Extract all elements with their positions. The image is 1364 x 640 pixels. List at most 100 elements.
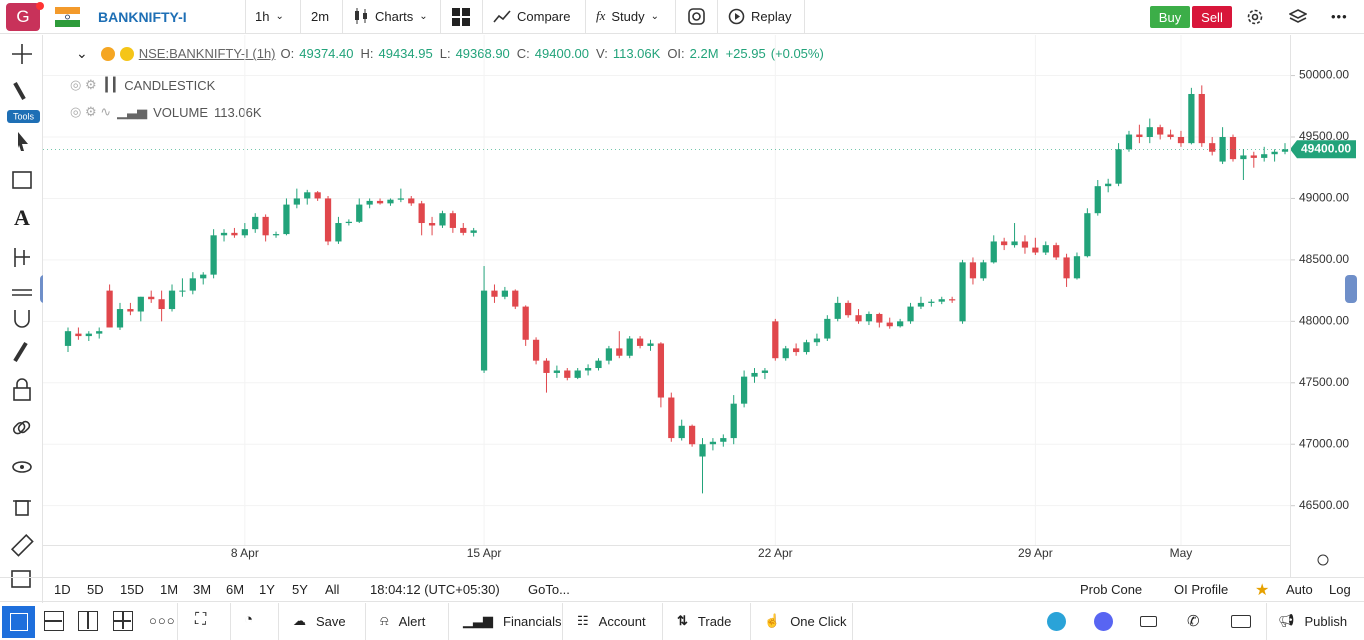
study1: CANDLESTICK bbox=[124, 77, 216, 93]
interval2[interactable]: 2m bbox=[311, 9, 330, 24]
candle-body bbox=[740, 376, 748, 404]
settings-icon[interactable] bbox=[1246, 8, 1264, 26]
eye-icon[interactable]: ◎ ⚙ ∿ bbox=[70, 104, 112, 119]
range-button[interactable]: 5Y bbox=[292, 582, 308, 597]
screenshot-tool[interactable] bbox=[11, 570, 31, 588]
sell-button[interactable]: Sell bbox=[1192, 6, 1232, 28]
range-button[interactable]: 6M bbox=[226, 582, 245, 597]
range-button[interactable]: 3M bbox=[193, 582, 212, 597]
range-button[interactable]: 1M bbox=[160, 582, 179, 597]
alert-button[interactable]: ⍾ Alert bbox=[380, 613, 425, 629]
separator bbox=[585, 0, 586, 34]
measure-tool[interactable] bbox=[12, 289, 32, 296]
star[interactable]: ★ bbox=[1255, 582, 1270, 599]
candle-body bbox=[1021, 241, 1029, 248]
telegram-icon[interactable] bbox=[1047, 612, 1066, 631]
more[interactable]: ○○○ bbox=[149, 613, 176, 628]
ruler-tool[interactable] bbox=[10, 533, 34, 557]
candle-body bbox=[553, 370, 561, 373]
layout-grid[interactable] bbox=[113, 611, 133, 631]
oi-profile[interactable]: OI Profile bbox=[1174, 582, 1229, 597]
avatar[interactable]: G bbox=[6, 3, 40, 31]
visibility-tool[interactable] bbox=[12, 461, 32, 473]
log[interactable]: Log bbox=[1329, 582, 1351, 597]
range-button[interactable]: 5D bbox=[87, 582, 104, 597]
right-collapse-handle[interactable] bbox=[1345, 275, 1357, 303]
account-button[interactable]: ☷ Account bbox=[577, 613, 646, 629]
separator bbox=[717, 0, 718, 34]
candle-body bbox=[158, 299, 165, 310]
rectangle-tool[interactable] bbox=[12, 171, 32, 189]
discord-icon[interactable] bbox=[1094, 612, 1113, 631]
more-icon[interactable]: ••• bbox=[1331, 9, 1348, 24]
change-pct: (+0.05%) bbox=[770, 46, 824, 61]
one-click-button[interactable]: ☝ One Click bbox=[764, 613, 847, 629]
goto[interactable]: GoTo... bbox=[528, 582, 570, 597]
alert-text: Alert bbox=[398, 613, 426, 629]
candle-body bbox=[1229, 137, 1237, 160]
pen-tool[interactable] bbox=[13, 82, 26, 100]
candle-body bbox=[408, 198, 415, 204]
replay-button[interactable]: Replay bbox=[728, 8, 791, 25]
range-bar: 1D 5D 15D 1M 3M 6M 1Y 5Y All 18:04:12 (UTC+05:30… bbox=[0, 577, 1364, 602]
charts-button[interactable]: Charts ⌄ bbox=[353, 7, 428, 25]
prob-cone[interactable]: Prob Cone bbox=[1080, 582, 1143, 597]
layout-single[interactable] bbox=[2, 606, 35, 638]
range-button[interactable]: All bbox=[325, 582, 340, 597]
trade-button[interactable]: ⇅ Trade bbox=[677, 613, 731, 629]
theme[interactable]: ◔ bbox=[244, 611, 254, 628]
fullscreen[interactable]: ⛶ bbox=[195, 611, 207, 628]
buy-button[interactable]: Buy bbox=[1150, 6, 1190, 28]
y-tick-label: 47000.00 bbox=[1299, 436, 1349, 450]
keyboard-icon[interactable] bbox=[1140, 616, 1157, 627]
candle-body bbox=[85, 333, 92, 337]
candle-body bbox=[512, 290, 519, 307]
candle-body bbox=[1053, 245, 1060, 258]
separator bbox=[342, 0, 343, 34]
publish-text: Publish bbox=[1304, 613, 1348, 629]
range-button[interactable]: 15D bbox=[120, 582, 144, 597]
range-button[interactable]: 1Y bbox=[259, 582, 275, 597]
cursor-tool[interactable] bbox=[18, 132, 28, 151]
collapse-chevron[interactable]: ⌄ bbox=[76, 45, 88, 61]
lock-draw-tool[interactable] bbox=[13, 341, 28, 363]
notification-dot bbox=[36, 2, 44, 10]
candle-body bbox=[262, 216, 269, 236]
candle-icon bbox=[355, 8, 367, 24]
magnet-tool[interactable] bbox=[14, 310, 30, 328]
divider bbox=[45, 620, 62, 622]
idea-icon[interactable]: ✆ bbox=[1187, 613, 1200, 630]
symbol[interactable]: BANKNIFTY-I bbox=[98, 9, 187, 25]
instagram-icon[interactable] bbox=[688, 8, 705, 25]
separator bbox=[278, 603, 279, 640]
eye-icon[interactable]: ◎ ⚙ bbox=[70, 77, 97, 92]
video-icon[interactable] bbox=[1231, 615, 1251, 628]
layout-two-cols[interactable] bbox=[78, 611, 98, 631]
financials-button[interactable]: ▁▃▆ Financials bbox=[463, 613, 562, 629]
trash-tool[interactable] bbox=[13, 500, 31, 516]
layout-two-rows[interactable] bbox=[44, 611, 64, 631]
crosshair-tool[interactable] bbox=[12, 44, 32, 64]
flag bbox=[55, 7, 80, 27]
candle-body bbox=[1188, 93, 1195, 144]
interval-text: 1h bbox=[255, 9, 270, 24]
left-toolbar: Tools A bbox=[7, 35, 43, 603]
lock-tool[interactable] bbox=[13, 378, 31, 401]
candle-body bbox=[928, 301, 935, 303]
range-button[interactable]: 1D bbox=[54, 582, 71, 597]
fib-tool[interactable] bbox=[14, 248, 30, 267]
collapse-handle[interactable] bbox=[40, 275, 43, 303]
study-button[interactable]: fx Study ⌄ bbox=[596, 8, 659, 24]
text-tool[interactable]: A bbox=[14, 205, 30, 230]
link-tool[interactable] bbox=[12, 420, 31, 435]
auto[interactable]: Auto bbox=[1286, 582, 1313, 597]
compare-button[interactable]: Compare bbox=[493, 8, 570, 24]
publish-button[interactable]: 📢︎ Publish bbox=[1278, 613, 1347, 629]
x-tick-label: 22 Apr bbox=[758, 546, 793, 560]
layers-icon[interactable] bbox=[1289, 8, 1307, 26]
interval[interactable]: 1h ⌄ bbox=[255, 9, 284, 24]
save-button[interactable]: ☁ Save bbox=[293, 613, 346, 629]
layout-icon[interactable] bbox=[452, 8, 470, 26]
legend-symbol[interactable]: NSE:BANKNIFTY-I (1h) bbox=[138, 46, 276, 61]
axis-settings[interactable] bbox=[1317, 554, 1329, 566]
